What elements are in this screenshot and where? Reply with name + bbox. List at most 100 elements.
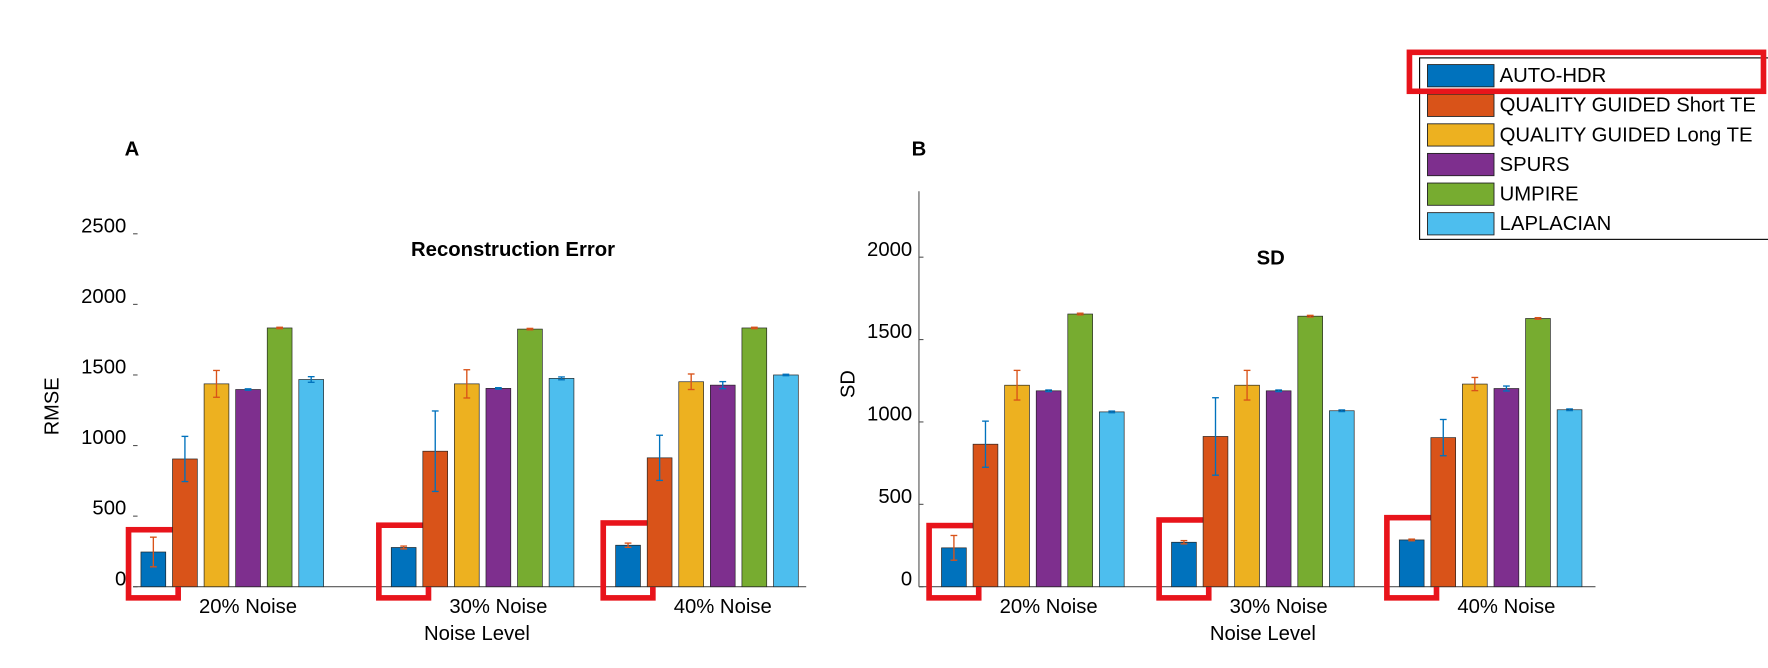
error-bar [1243, 369, 1251, 401]
error-bar [982, 420, 989, 468]
bar [517, 328, 543, 588]
y-tick-label: 1000 [867, 404, 912, 426]
bar [972, 443, 999, 588]
error-bar [431, 410, 439, 493]
bar [773, 374, 799, 588]
error-bar [463, 369, 471, 399]
bar [1525, 318, 1551, 588]
bar [1171, 541, 1197, 588]
bar [1004, 384, 1030, 588]
error-bar [1013, 369, 1021, 401]
x-tick-label: 20% Noise [1000, 596, 1098, 618]
bar [1556, 409, 1583, 588]
error-bar [1338, 409, 1346, 413]
bar [203, 383, 230, 588]
y-tick-label: 2000 [81, 286, 126, 308]
legend-label: LAPLACIAN [1500, 213, 1612, 235]
legend-box [1419, 57, 1768, 240]
y-tick-label: 0 [115, 568, 126, 590]
bar [485, 388, 512, 588]
bar [390, 547, 417, 588]
x-tick-label: 40% Noise [1457, 596, 1555, 618]
error-bar [1439, 418, 1447, 457]
y-tick-label: 500 [92, 498, 126, 520]
y-tick-label: 500 [878, 486, 912, 508]
legend-highlight [1406, 49, 1767, 95]
error-bar [558, 376, 565, 381]
bar [1099, 411, 1125, 588]
x-tick-label: 30% Noise [449, 596, 547, 618]
bar [1329, 410, 1355, 588]
error-bar [687, 373, 695, 391]
bar [678, 381, 704, 588]
y-tick-label: 1000 [81, 427, 126, 449]
y-tick-label: 0 [901, 568, 912, 590]
bar [454, 383, 480, 588]
legend-swatch [1427, 123, 1495, 147]
bar [1234, 384, 1260, 588]
legend-label: QUALITY GUIDED Short TE [1500, 95, 1756, 117]
error-bar [1534, 316, 1542, 320]
bar [741, 327, 768, 588]
bar [1398, 539, 1425, 588]
chart-title: Reconstruction Error [411, 239, 615, 261]
x-tick-label: 30% Noise [1230, 596, 1328, 618]
error-bar [1306, 314, 1314, 318]
bar [235, 389, 261, 588]
legend-swatch [1427, 64, 1495, 88]
error-bar [1471, 376, 1479, 392]
bar [1035, 390, 1062, 588]
bar [298, 379, 324, 588]
chart-title: SD [1257, 248, 1285, 270]
error-bar [1212, 397, 1219, 476]
y-axis-label: SD [837, 370, 859, 398]
error-bar [181, 435, 189, 483]
error-bar [307, 375, 315, 383]
bar [1462, 383, 1488, 588]
legend-label: UMPIRE [1500, 184, 1579, 206]
error-bar [1275, 389, 1283, 393]
error-bar [624, 542, 632, 549]
y-tick-label: 1500 [867, 321, 912, 343]
panel-label: A [125, 139, 140, 161]
legend-swatch [1427, 212, 1495, 236]
error-bar [213, 369, 220, 398]
error-bar [526, 327, 534, 331]
bar [1297, 315, 1323, 588]
error-bar [1408, 538, 1416, 542]
bar [1067, 313, 1093, 588]
x-axis-label: Noise Level [424, 623, 530, 645]
legend-label: AUTO-HDR [1500, 65, 1607, 87]
legend-swatch [1427, 182, 1495, 206]
bar [1430, 437, 1457, 588]
y-tick-label: 1500 [81, 357, 126, 379]
legend-swatch [1427, 93, 1495, 117]
error-bar [1180, 539, 1188, 545]
bar [1265, 390, 1292, 588]
legend-swatch [1427, 152, 1495, 177]
error-bar [149, 536, 157, 568]
error-bar [782, 373, 790, 377]
x-tick-label: 20% Noise [199, 596, 297, 618]
error-bar [1108, 410, 1116, 414]
legend-label: QUALITY GUIDED Long TE [1500, 124, 1753, 146]
bar [710, 384, 736, 588]
y-axis-label: RMSE [41, 377, 63, 435]
error-bar [750, 326, 758, 330]
error-bar [244, 388, 252, 391]
panel-label: B [912, 139, 927, 161]
y-tick-label: 2500 [81, 216, 126, 238]
legend-label: SPURS [1500, 154, 1570, 176]
bar [548, 378, 575, 588]
bar [1493, 388, 1520, 588]
error-bar [656, 434, 663, 482]
bar [266, 327, 293, 588]
bar [615, 544, 641, 588]
error-bar [1045, 389, 1053, 393]
error-bar [950, 534, 958, 561]
error-bar [494, 387, 502, 390]
error-bar [1076, 312, 1084, 316]
error-bar [400, 545, 408, 550]
error-bar [719, 380, 727, 390]
